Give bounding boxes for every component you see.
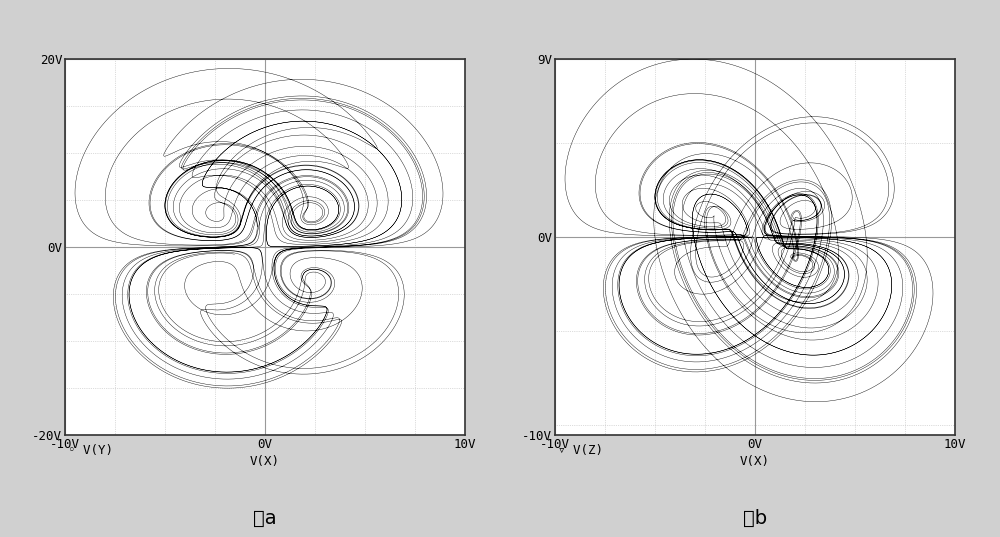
Text: 图a: 图a xyxy=(253,509,277,527)
Text: ▿ V(Z): ▿ V(Z) xyxy=(558,444,603,457)
X-axis label: V(X): V(X) xyxy=(740,455,770,468)
Text: ◦ V(Y): ◦ V(Y) xyxy=(68,444,113,457)
X-axis label: V(X): V(X) xyxy=(250,455,280,468)
Text: 图b: 图b xyxy=(743,509,767,527)
